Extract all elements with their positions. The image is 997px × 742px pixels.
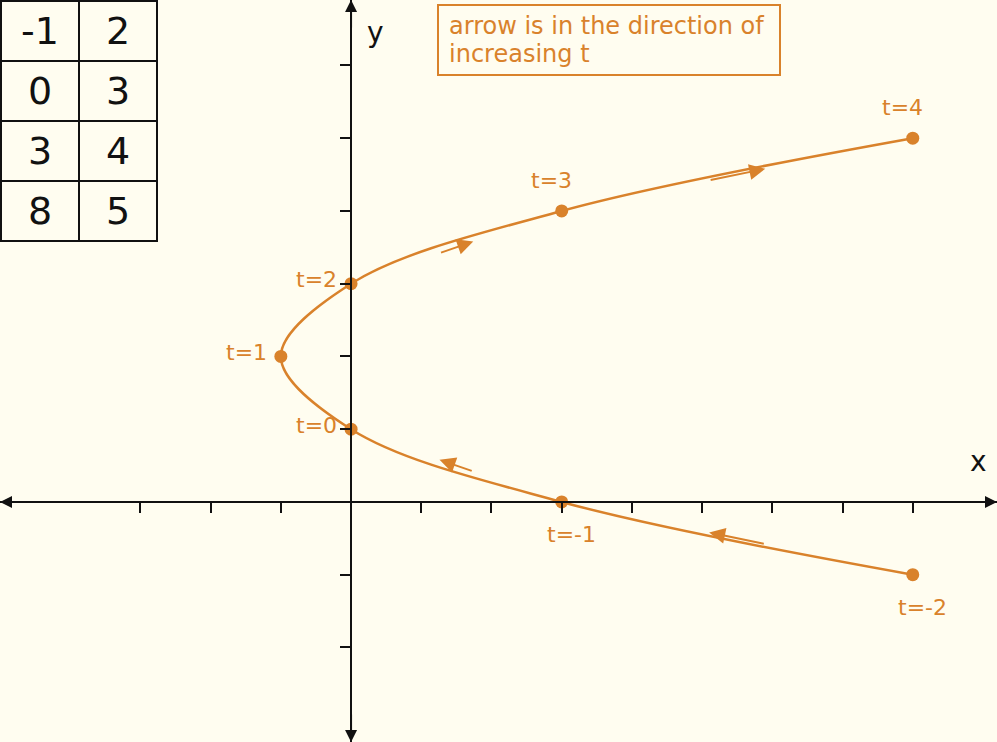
svg-text:y: y (367, 16, 384, 49)
svg-text:t=2: t=2 (296, 267, 337, 292)
html-text:arrow is in the direction of i: arrow is in the direction of increasing … (449, 12, 764, 68)
svg-text:t=1: t=1 (226, 340, 267, 365)
html-text:5: 5 (105, 189, 131, 233)
html-text:3: 3 (27, 129, 53, 173)
svg-text:t=-1: t=-1 (547, 522, 596, 547)
html-text:3: 3 (105, 69, 131, 113)
html-text:4: 4 (105, 129, 131, 173)
svg-text:t=3: t=3 (531, 168, 572, 193)
html-text:2: 2 (105, 9, 131, 53)
svg-text:t=0: t=0 (296, 413, 337, 438)
svg-text:t=-2: t=-2 (898, 595, 947, 620)
svg-text:t=4: t=4 (882, 95, 923, 120)
html-text:0: 0 (27, 69, 53, 113)
html-text:8: 8 (27, 189, 53, 233)
html-text:-1: -1 (21, 9, 59, 53)
svg-text:x: x (970, 445, 987, 478)
